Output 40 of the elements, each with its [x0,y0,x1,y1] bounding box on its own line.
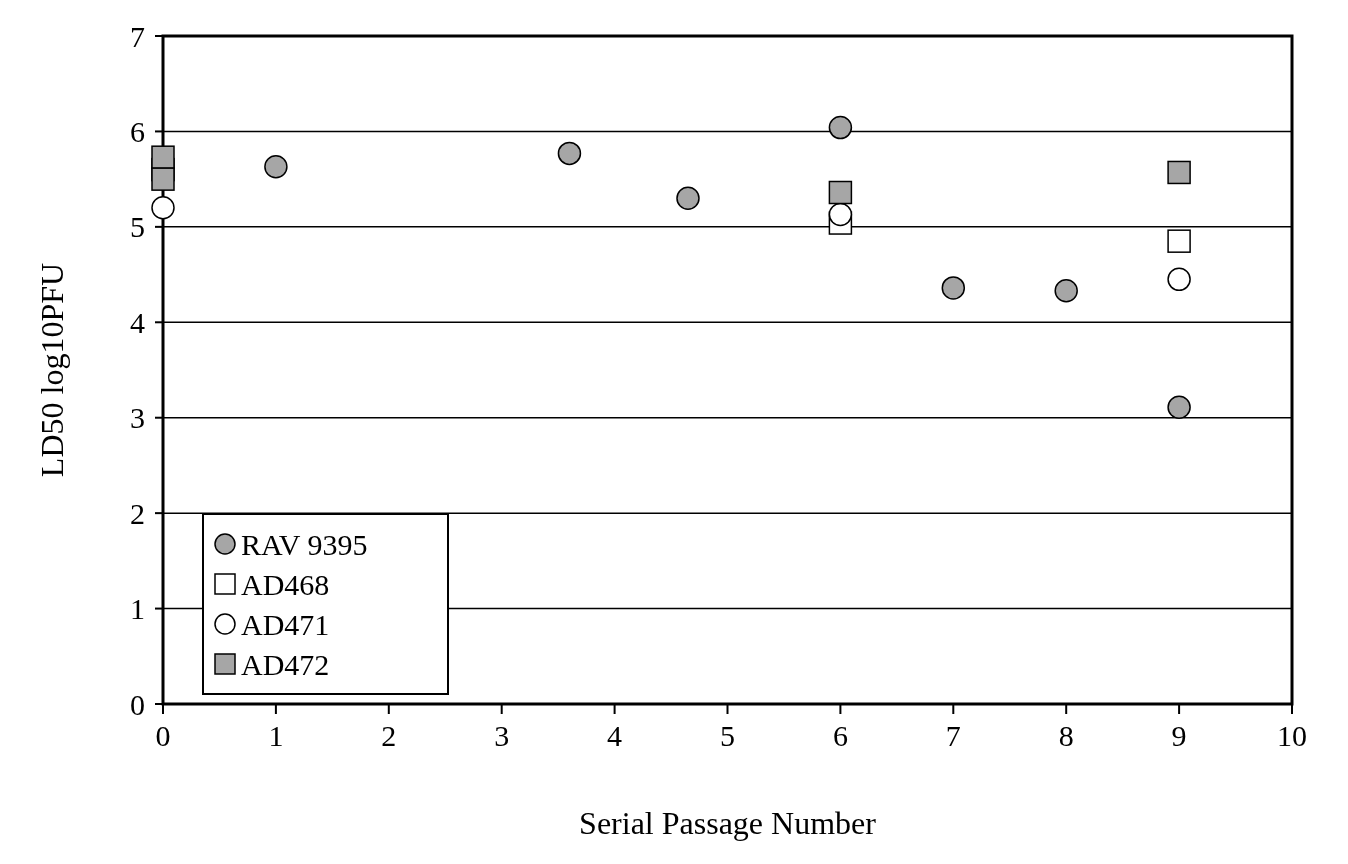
point [828,180,853,205]
legend-label: AD471 [241,607,330,641]
y-tick-label: 4 [130,305,145,339]
x-tick-label: 9 [1171,719,1187,752]
point [1167,160,1191,185]
point [1167,395,1191,419]
point [151,167,175,191]
x-tick-label: 10 [1277,719,1307,752]
point [151,145,175,169]
point [1167,267,1191,292]
y-tick-label: 7 [130,19,145,53]
x-tick-label: 3 [494,719,510,752]
point [557,141,582,166]
y-tick-label: 3 [130,401,145,435]
y-tick-label: 1 [130,592,145,626]
point [828,202,853,227]
x-tick-label: 2 [381,719,397,752]
point [828,115,853,140]
point [676,186,700,210]
point [1167,229,1191,253]
x-tick-label: 4 [607,719,623,752]
point [264,154,288,179]
legend-label: AD468 [241,567,330,601]
legend-label: RAV 9395 [241,527,368,561]
x-tick-label: 7 [945,719,961,752]
y-tick-label: 0 [130,687,145,721]
y-tick-label: 5 [130,210,145,244]
x-tick-label: 5 [720,719,735,752]
x-axis-title: Serial Passage Number [579,805,877,841]
x-tick-label: 1 [268,719,284,752]
x-tick-label: 0 [155,719,171,752]
legend-label: AD472 [241,647,330,681]
y-tick-label: 6 [130,114,145,148]
x-tick-label: 6 [832,719,848,752]
point [151,196,175,220]
y-axis-title: LD50 log10PFU [34,262,70,478]
y-tick-label: 2 [130,496,145,530]
point [941,276,966,300]
point [1054,279,1078,303]
x-tick-label: 8 [1058,719,1074,752]
